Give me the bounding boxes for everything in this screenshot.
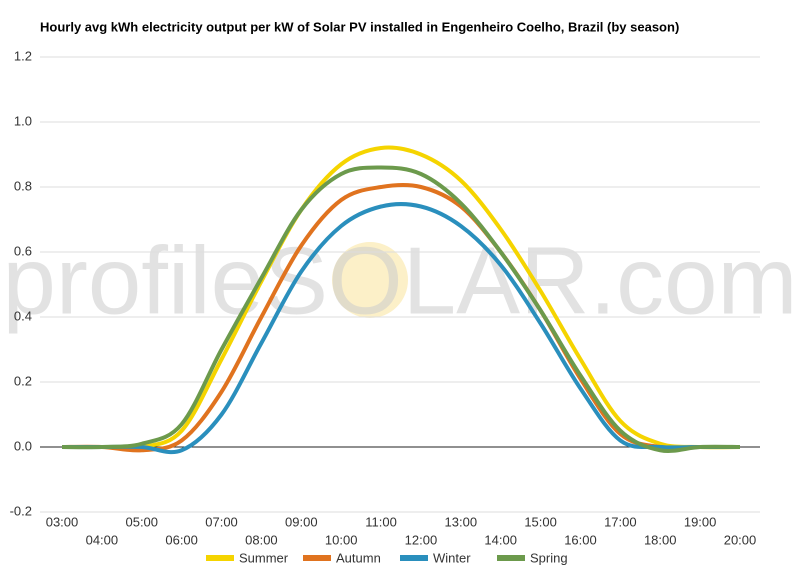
x-tick-label: 07:00 [205,514,238,529]
x-tick-label: 18:00 [644,532,677,547]
legend-swatch [400,555,428,561]
x-tick-label: 09:00 [285,514,318,529]
watermark-sun [332,242,408,318]
x-tick-label: 08:00 [245,532,278,547]
series-line [61,182,740,453]
x-tick-label: 17:00 [604,514,637,529]
x-tick-label: 12:00 [405,532,438,547]
x-tick-label: 19:00 [684,514,717,529]
y-tick-label: 0.2 [14,373,32,388]
x-tick-label: 11:00 [365,514,397,529]
x-tick-label: 04:00 [86,532,119,547]
legend-label: Summer [239,550,289,565]
x-tick-label: 14:00 [484,532,517,547]
legend-swatch [206,555,234,561]
x-tick-label: 10:00 [325,532,358,547]
legend-swatch [303,555,331,561]
series-line [62,145,741,451]
x-tick-label: 06:00 [165,532,198,547]
y-tick-label: 0.4 [14,308,32,323]
x-tick-label: 05:00 [125,514,158,529]
y-tick-label: 0.8 [14,178,32,193]
series-line [62,202,740,455]
chart-title: Hourly avg kWh electricity output per kW… [40,19,679,34]
legend-label: Autumn [336,550,381,565]
legend-swatch [497,555,525,561]
x-tick-label: 20:00 [724,532,757,547]
x-tick-label: 15:00 [524,514,557,529]
y-tick-label: 1.0 [14,113,32,128]
y-tick-label: 0.6 [14,243,32,258]
watermark: profileSOLAR.com [3,227,798,334]
y-tick-label: 0.0 [14,438,32,453]
series-line [61,165,741,453]
x-tick-label: 03:00 [46,514,79,529]
x-tick-label: 13:00 [445,514,478,529]
y-tick-label: 1.2 [14,48,32,63]
y-tick-label: -0.2 [10,503,32,518]
legend-label: Spring [530,550,568,565]
x-tick-label: 16:00 [564,532,597,547]
legend-label: Winter [433,550,471,565]
